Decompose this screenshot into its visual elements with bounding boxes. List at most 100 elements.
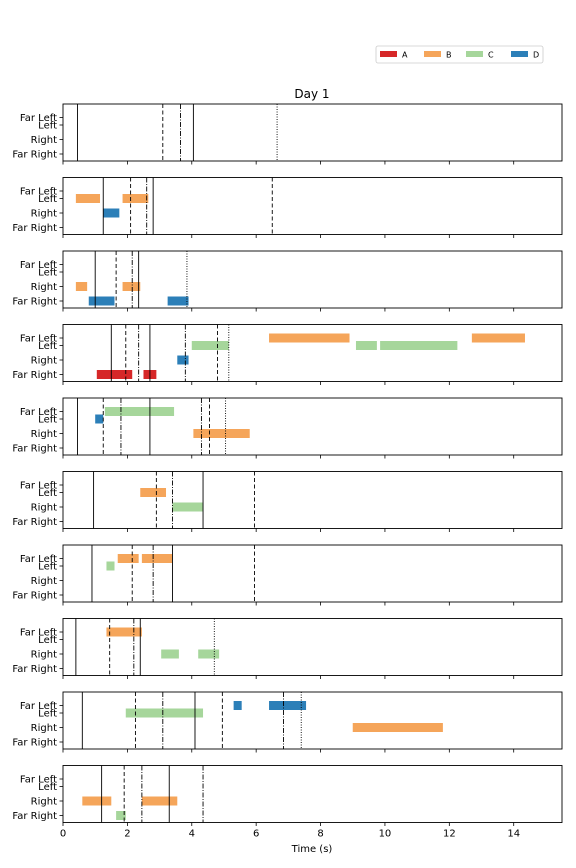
x-tick-label: 4 (189, 829, 195, 840)
bar-c (191, 341, 229, 350)
x-tick-label: 10 (379, 829, 392, 840)
y-tick-label: Far Left (20, 407, 57, 418)
y-tick-label: Right (31, 650, 57, 661)
x-tick-label: 14 (507, 829, 520, 840)
bar-d (103, 208, 120, 218)
bar-b (352, 723, 443, 732)
bar-c (198, 649, 220, 659)
x-tick-label: 2 (124, 829, 130, 840)
bar-a (96, 370, 133, 379)
x-axis: 0 2 4 6 8 10 12 14 (60, 829, 520, 840)
y-tick-label: Far Right (12, 444, 57, 455)
bar-b (141, 554, 173, 563)
x-tick-label: 6 (253, 829, 259, 840)
bar-c (104, 407, 175, 416)
bar-b (471, 333, 525, 343)
bar-d (167, 296, 189, 306)
y-tick-label: Far Right (12, 591, 57, 602)
legend-swatch-c (466, 51, 483, 57)
chart-title: Day 1 (294, 87, 329, 101)
bar-c (380, 341, 458, 350)
y-tick-label: Left (38, 415, 57, 426)
y-tick-label: Left (38, 268, 57, 279)
y-tick-label: Far Right (12, 370, 57, 381)
bar-c (125, 708, 204, 718)
bar-c (116, 811, 126, 820)
y-tick-label: Far Left (20, 113, 57, 124)
legend-swatch-d (511, 51, 528, 57)
y-tick-label: Far Right (12, 738, 57, 749)
y-tick-label: Far Left (20, 334, 57, 345)
bar-b (75, 194, 101, 203)
y-tick-label: Far Left (20, 260, 57, 271)
legend-swatch-b (424, 51, 441, 57)
bar-b (122, 282, 141, 291)
bar-b (140, 488, 167, 497)
legend-swatch-a (380, 51, 397, 57)
bar-b (269, 333, 350, 343)
legend-label-a: A (402, 51, 408, 60)
bar-b (82, 796, 112, 806)
y-tick-label: Far Right (12, 223, 57, 234)
bar-b (106, 627, 142, 637)
bar-c (355, 341, 377, 350)
y-tick-label: Far Left (20, 775, 57, 786)
x-tick-label: 0 (60, 829, 66, 840)
bar-c (161, 649, 179, 659)
legend-label-b: B (446, 51, 452, 60)
legend-label-d: D (533, 51, 539, 60)
x-tick-label: 12 (443, 829, 456, 840)
y-tick-label: Left (38, 635, 57, 646)
bar-d (177, 355, 189, 365)
x-tick-label: 8 (317, 829, 323, 840)
y-tick-label: Right (31, 723, 57, 734)
y-tick-label: Left (38, 194, 57, 205)
legend-frame (375, 45, 544, 64)
y-tick-label: Right (31, 356, 57, 367)
bar-b (122, 194, 149, 203)
panel-frame (62, 618, 563, 676)
y-tick-label: Left (38, 782, 57, 793)
y-tick-label: Far Left (20, 187, 57, 198)
x-axis-label: Time (s) (291, 844, 333, 855)
panel-frame (62, 691, 563, 750)
legend-label-c: C (488, 51, 494, 60)
panel-frame (62, 544, 563, 603)
bar-c (106, 561, 115, 571)
y-tick-label: Far Left (20, 628, 57, 639)
panel-frame (62, 103, 563, 162)
y-tick-label: Far Right (12, 297, 57, 308)
y-tick-label: Left (38, 562, 57, 573)
bar-b (117, 554, 139, 563)
bar-b (75, 282, 88, 291)
panel-frame (62, 250, 563, 309)
bar-d (95, 414, 104, 424)
y-tick-label: Left (38, 488, 57, 499)
panel-frame (62, 177, 563, 235)
bar-d (269, 701, 307, 710)
legend: A B C D (375, 45, 544, 64)
y-tick-label: Far Left (20, 701, 57, 712)
y-tick-label: Far Right (12, 664, 57, 675)
y-tick-label: Right (31, 503, 57, 514)
y-tick-label: Right (31, 797, 57, 808)
bar-d (233, 701, 242, 710)
y-tick-label: Far Right (12, 517, 57, 528)
y-tick-label: Far Left (20, 554, 57, 565)
y-tick-label: Left (38, 341, 57, 352)
y-tick-label: Left (38, 121, 57, 132)
bar-b (141, 796, 178, 806)
y-tick-label: Far Right (12, 150, 57, 161)
y-tick-label: Far Right (12, 811, 57, 822)
